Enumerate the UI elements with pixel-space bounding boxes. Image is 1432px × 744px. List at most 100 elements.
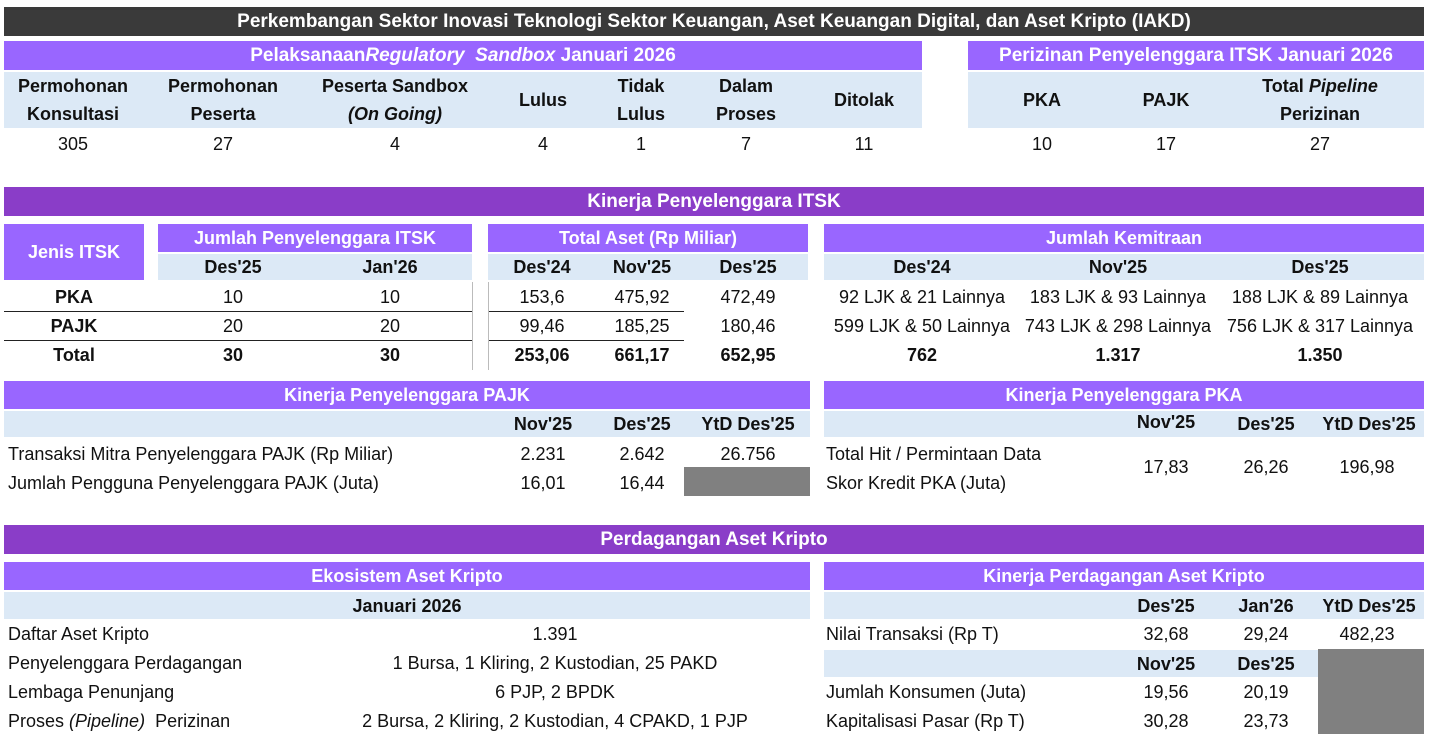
jumlah-konsumen-value: 19,56 — [1143, 682, 1189, 702]
jumlah-konsumen-label: Jumlah Konsumen (Juta) — [826, 682, 1027, 702]
kinerja-pka-header: Kinerja Penyelenggara PKA — [824, 381, 1424, 409]
itsk-kemitraan-value: 599 LJK & 50 Lainnya — [833, 316, 1011, 336]
sandbox-col-label: Peserta — [190, 104, 256, 124]
pka-period: YtD Des'25 — [1322, 414, 1416, 434]
perdagangan-header: Kinerja Perdagangan Aset Kripto — [824, 562, 1424, 590]
aset-period: Nov'25 — [612, 257, 672, 277]
jumlah-penyelenggara-header: Jumlah Penyelenggara ITSK — [158, 224, 472, 252]
ekosistem-row-value: 2 Bursa, 2 Kliring, 2 Kustodian, 4 CPAKD… — [362, 711, 748, 731]
sandbox-header-post: Januari 2026 — [555, 44, 676, 66]
ekosistem-row-value: 1 Bursa, 1 Kliring, 2 Kustodian, 25 PAKD — [392, 653, 718, 673]
kapitalisasi-label: Kapitalisasi Pasar (Rp T) — [826, 711, 1025, 731]
kemitraan-period: Des'25 — [1291, 257, 1349, 277]
empty-grey-cell — [1318, 649, 1424, 734]
ekosistem-period: Januari 2026 — [4, 592, 810, 619]
perizinan-header: Perizinan Penyelenggara ITSK Januari 202… — [968, 41, 1424, 70]
nilai-transaksi-value: 29,24 — [1243, 624, 1289, 644]
pajk-value: 16,01 — [520, 473, 566, 493]
perdagangan-period: Des'25 — [1237, 654, 1295, 674]
ekosistem-row-value: 1.391 — [532, 624, 578, 644]
aset-period: Des'24 — [513, 257, 571, 277]
kemitraan-period: Nov'25 — [1088, 257, 1148, 277]
pipeline-label-em: (Pipeline) — [69, 711, 146, 731]
itsk-jumlah-value: 20 — [379, 316, 401, 336]
jumlah-period: Jan'26 — [362, 257, 418, 277]
perizinan-value: 27 — [1309, 134, 1331, 154]
perizinan-value: 17 — [1155, 134, 1177, 154]
sandbox-col-label: Proses — [715, 104, 777, 124]
aset-period-band — [488, 254, 808, 280]
jumlah-period: Des'25 — [204, 257, 262, 277]
pajk-value: 2.642 — [619, 444, 665, 464]
itsk-kemitraan-value: 743 LJK & 298 Lainnya — [1024, 316, 1212, 336]
kemitraan-period: Des'24 — [893, 257, 951, 277]
itsk-aset-value: 180,46 — [720, 316, 776, 336]
pajk-period: YtD Des'25 — [701, 414, 795, 434]
kemitraan-period-band — [824, 254, 1424, 280]
perizinan-column-header-band — [968, 72, 1424, 128]
sandbox-col-label: Dalam — [718, 76, 774, 96]
itsk-kemitraan-value: 183 LJK & 93 Lainnya — [1029, 287, 1207, 307]
pka-row-label: Skor Kredit PKA (Juta) — [826, 473, 1007, 493]
itsk-aset-value: 99,46 — [519, 316, 565, 336]
nilai-transaksi-value: 32,68 — [1143, 624, 1189, 644]
pajk-value: 16,44 — [619, 473, 665, 493]
kinerja-pajk-header: Kinerja Penyelenggara PAJK — [4, 381, 810, 409]
column-divider — [488, 282, 489, 370]
sandbox-col-dalam-proses: Dalam Proses — [694, 72, 798, 128]
perdagangan-period-band-2 — [824, 650, 1318, 677]
itsk-jumlah-total: 30 — [222, 345, 244, 365]
pajk-period-band — [4, 411, 810, 437]
itsk-aset-value: 475,92 — [614, 287, 670, 307]
kapitalisasi-value: 23,73 — [1243, 711, 1289, 731]
itsk-aset-value: 472,49 — [720, 287, 776, 307]
ekosistem-header: Ekosistem Aset Kripto — [4, 562, 810, 590]
sandbox-col-label: Permohonan — [17, 76, 128, 96]
itsk-kemitraan-value: 188 LJK & 89 Lainnya — [1231, 287, 1409, 307]
perizinan-total-pre: Total — [1262, 76, 1309, 96]
sandbox-value: 11 — [854, 134, 874, 154]
nilai-transaksi-label: Nilai Transaksi (Rp T) — [826, 624, 999, 644]
perizinan-col-pka: PKA — [1022, 90, 1061, 110]
itsk-kemitraan-total: 762 — [906, 345, 938, 365]
sandbox-col-tidak-lulus: Tidak Lulus — [598, 72, 684, 128]
sandbox-col-konsultasi: Permohonan Konsultasi — [4, 72, 142, 128]
kripto-header: Perdagangan Aset Kripto — [4, 525, 1424, 554]
aset-period: Des'25 — [719, 257, 777, 277]
row-divider — [488, 311, 684, 312]
sandbox-header: Pelaksanaan Regulatory Sandbox Januari 2… — [4, 41, 922, 70]
pajk-row-label: Jumlah Pengguna Penyelenggara PAJK (Juta… — [8, 473, 379, 493]
pka-value: 17,83 — [1143, 457, 1189, 477]
perizinan-col-total: Total Pipeline Perizinan — [1216, 72, 1424, 128]
sandbox-value: 4 — [389, 134, 400, 154]
perizinan-total-label: Total Pipeline — [1262, 75, 1378, 97]
pka-period-band — [824, 411, 1424, 437]
row-divider — [488, 340, 684, 341]
pajk-row-label: Transaksi Mitra Penyelenggara PAJK (Rp M… — [8, 444, 394, 464]
itsk-jumlah-total: 30 — [379, 345, 401, 365]
total-aset-header: Total Aset (Rp Miliar) — [488, 224, 808, 252]
jumlah-konsumen-value: 20,19 — [1243, 682, 1289, 702]
row-divider — [4, 311, 472, 312]
sandbox-col-label: Lulus — [617, 104, 665, 124]
ekosistem-row-label: Penyelenggara Perdagangan — [8, 653, 243, 673]
pka-value: 196,98 — [1339, 457, 1395, 477]
itsk-row-name: PKA — [54, 287, 93, 307]
perizinan-col-pajk: PAJK — [1142, 90, 1190, 110]
perdagangan-period: Jan'26 — [1238, 596, 1294, 616]
sandbox-header-em: Regulatory Sandbox — [365, 44, 556, 66]
itsk-jumlah-value: 10 — [222, 287, 244, 307]
itsk-kemitraan-total: 1.317 — [1095, 345, 1141, 365]
sandbox-column-header-band — [4, 72, 922, 128]
perdagangan-period: Des'25 — [1137, 596, 1195, 616]
row-divider — [4, 340, 472, 341]
kinerja-itsk-header: Kinerja Penyelenggara ITSK — [4, 187, 1424, 216]
pipeline-label-post: Perizinan — [145, 711, 231, 731]
sandbox-col-label: Konsultasi — [26, 104, 119, 124]
itsk-row-name: Total — [53, 345, 95, 365]
sandbox-col-lulus: Lulus — [519, 90, 567, 110]
empty-grey-cell — [684, 467, 810, 496]
pka-period: Des'25 — [1237, 414, 1295, 434]
itsk-kemitraan-total: 1.350 — [1297, 345, 1343, 365]
itsk-aset-value: 153,6 — [519, 287, 565, 307]
